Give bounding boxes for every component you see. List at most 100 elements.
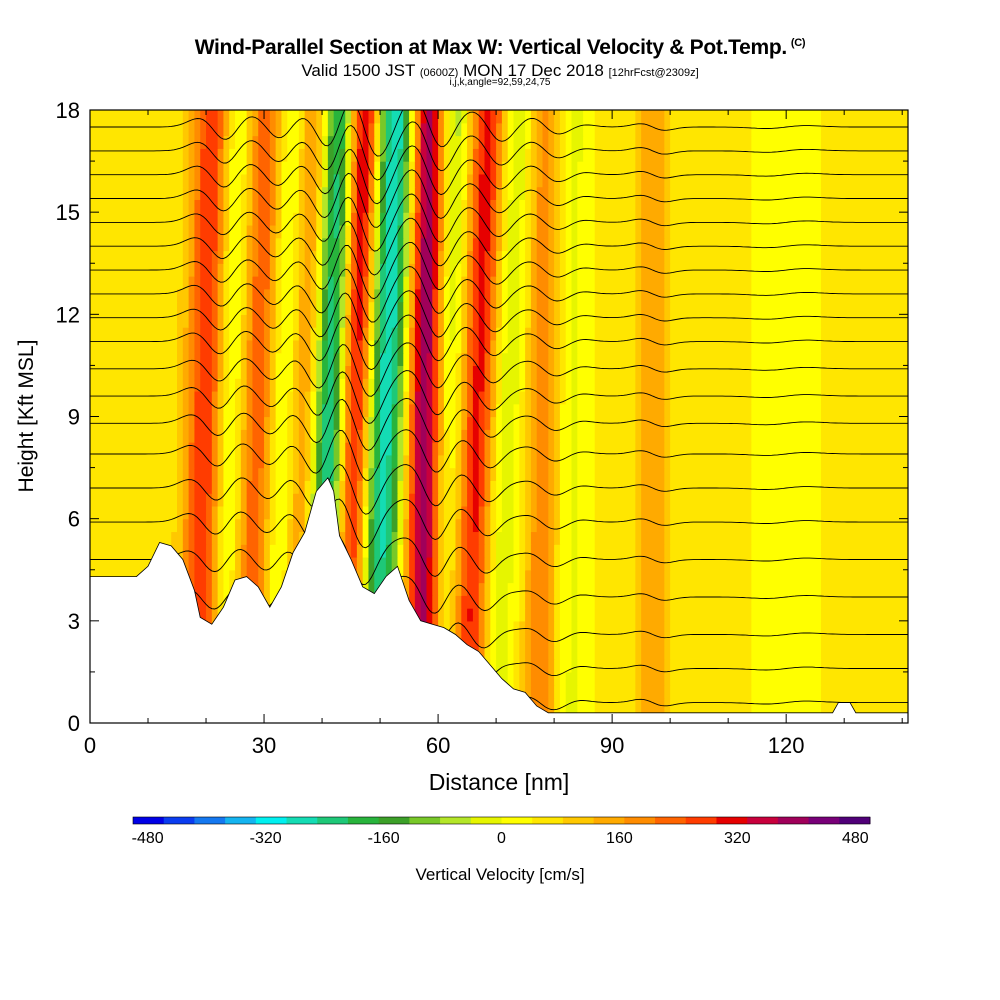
velocity-cell bbox=[432, 467, 439, 481]
velocity-cell bbox=[612, 276, 619, 290]
velocity-cell bbox=[171, 480, 178, 494]
velocity-cell bbox=[548, 301, 555, 315]
velocity-cell bbox=[426, 544, 433, 558]
velocity-cell bbox=[780, 480, 787, 494]
velocity-cell bbox=[670, 416, 677, 430]
velocity-cell bbox=[362, 352, 370, 367]
velocity-cell bbox=[577, 480, 584, 494]
velocity-cell bbox=[815, 697, 822, 711]
velocity-cell bbox=[681, 493, 689, 507]
velocity-cell bbox=[629, 556, 636, 571]
velocity-cell bbox=[681, 569, 689, 584]
velocity-cell bbox=[855, 493, 863, 507]
velocity-cell bbox=[838, 327, 845, 341]
velocity-cell bbox=[345, 403, 352, 418]
velocity-cell bbox=[670, 505, 677, 520]
velocity-cell bbox=[119, 467, 126, 481]
velocity-cell bbox=[751, 301, 758, 315]
velocity-cell bbox=[571, 518, 578, 533]
velocity-cell bbox=[356, 467, 364, 481]
velocity-cell bbox=[600, 327, 607, 341]
velocity-cell bbox=[780, 646, 787, 660]
velocity-cell bbox=[501, 365, 509, 379]
velocity-cell bbox=[641, 620, 648, 635]
velocity-cell bbox=[710, 633, 718, 647]
velocity-cell bbox=[878, 403, 886, 418]
velocity-cell bbox=[472, 608, 480, 622]
velocity-cell bbox=[223, 416, 230, 430]
velocity-cell bbox=[200, 429, 207, 443]
velocity-cell bbox=[351, 442, 358, 456]
velocity-cell bbox=[803, 429, 810, 443]
velocity-cell bbox=[687, 608, 694, 622]
velocity-cell bbox=[403, 467, 410, 481]
velocity-cell bbox=[461, 595, 468, 609]
velocity-cell bbox=[95, 403, 103, 418]
velocity-cell bbox=[722, 646, 729, 660]
velocity-cell bbox=[896, 339, 903, 354]
velocity-cell bbox=[281, 467, 288, 481]
velocity-cell bbox=[646, 620, 654, 635]
velocity-cell bbox=[380, 505, 387, 520]
velocity-cell bbox=[264, 569, 271, 584]
velocity-cell bbox=[844, 288, 851, 303]
velocity-cell bbox=[304, 276, 312, 290]
velocity-cell bbox=[339, 454, 346, 469]
velocity-cell bbox=[281, 480, 288, 494]
velocity-cell bbox=[548, 556, 555, 571]
velocity-cell bbox=[861, 276, 868, 290]
velocity-cell bbox=[467, 467, 474, 481]
velocity-cell bbox=[235, 378, 242, 392]
velocity-cell bbox=[252, 327, 259, 341]
velocity-cell bbox=[426, 352, 433, 367]
velocity-cell bbox=[809, 442, 816, 456]
velocity-cell bbox=[873, 429, 880, 443]
velocity-cell bbox=[617, 442, 625, 456]
velocity-cell bbox=[496, 646, 503, 660]
velocity-cell bbox=[148, 403, 155, 418]
velocity-cell bbox=[281, 429, 288, 443]
velocity-cell bbox=[722, 442, 729, 456]
velocity-cell bbox=[171, 339, 178, 354]
velocity-cell bbox=[849, 390, 857, 405]
velocity-cell bbox=[693, 365, 700, 379]
velocity-cell bbox=[542, 454, 549, 469]
velocity-cell bbox=[217, 493, 225, 507]
velocity-cell bbox=[710, 301, 718, 315]
velocity-cell bbox=[646, 659, 654, 673]
velocity-cell bbox=[641, 276, 648, 290]
velocity-cell bbox=[641, 697, 648, 711]
velocity-cell bbox=[797, 659, 805, 673]
velocity-cell bbox=[762, 620, 770, 635]
velocity-cell bbox=[467, 416, 474, 430]
velocity-cell bbox=[902, 378, 908, 392]
velocity-cell bbox=[809, 556, 816, 571]
velocity-cell bbox=[588, 646, 596, 660]
velocity-cell bbox=[699, 288, 706, 303]
velocity-cell bbox=[884, 429, 892, 443]
velocity-cell bbox=[849, 620, 857, 635]
velocity-cell bbox=[496, 365, 503, 379]
velocity-cell bbox=[507, 416, 515, 430]
velocity-cell bbox=[757, 352, 764, 367]
velocity-cell bbox=[838, 467, 845, 481]
velocity-cell bbox=[797, 697, 805, 711]
velocity-cell bbox=[426, 390, 433, 405]
velocity-cell bbox=[786, 352, 793, 367]
velocity-cell bbox=[490, 646, 497, 660]
velocity-cell bbox=[90, 442, 97, 456]
velocity-cell bbox=[217, 416, 225, 430]
velocity-cell bbox=[577, 518, 584, 533]
velocity-cell bbox=[95, 339, 103, 354]
velocity-cell bbox=[264, 531, 271, 545]
velocity-cell bbox=[542, 352, 549, 367]
velocity-cell bbox=[641, 467, 648, 481]
velocity-cell bbox=[310, 327, 317, 341]
velocity-cell bbox=[536, 582, 544, 596]
velocity-cell bbox=[130, 276, 138, 290]
velocity-cell bbox=[577, 403, 584, 418]
velocity-cell bbox=[675, 416, 683, 430]
velocity-cell bbox=[362, 378, 370, 392]
velocity-cell bbox=[803, 544, 810, 558]
velocity-cell bbox=[182, 480, 190, 494]
